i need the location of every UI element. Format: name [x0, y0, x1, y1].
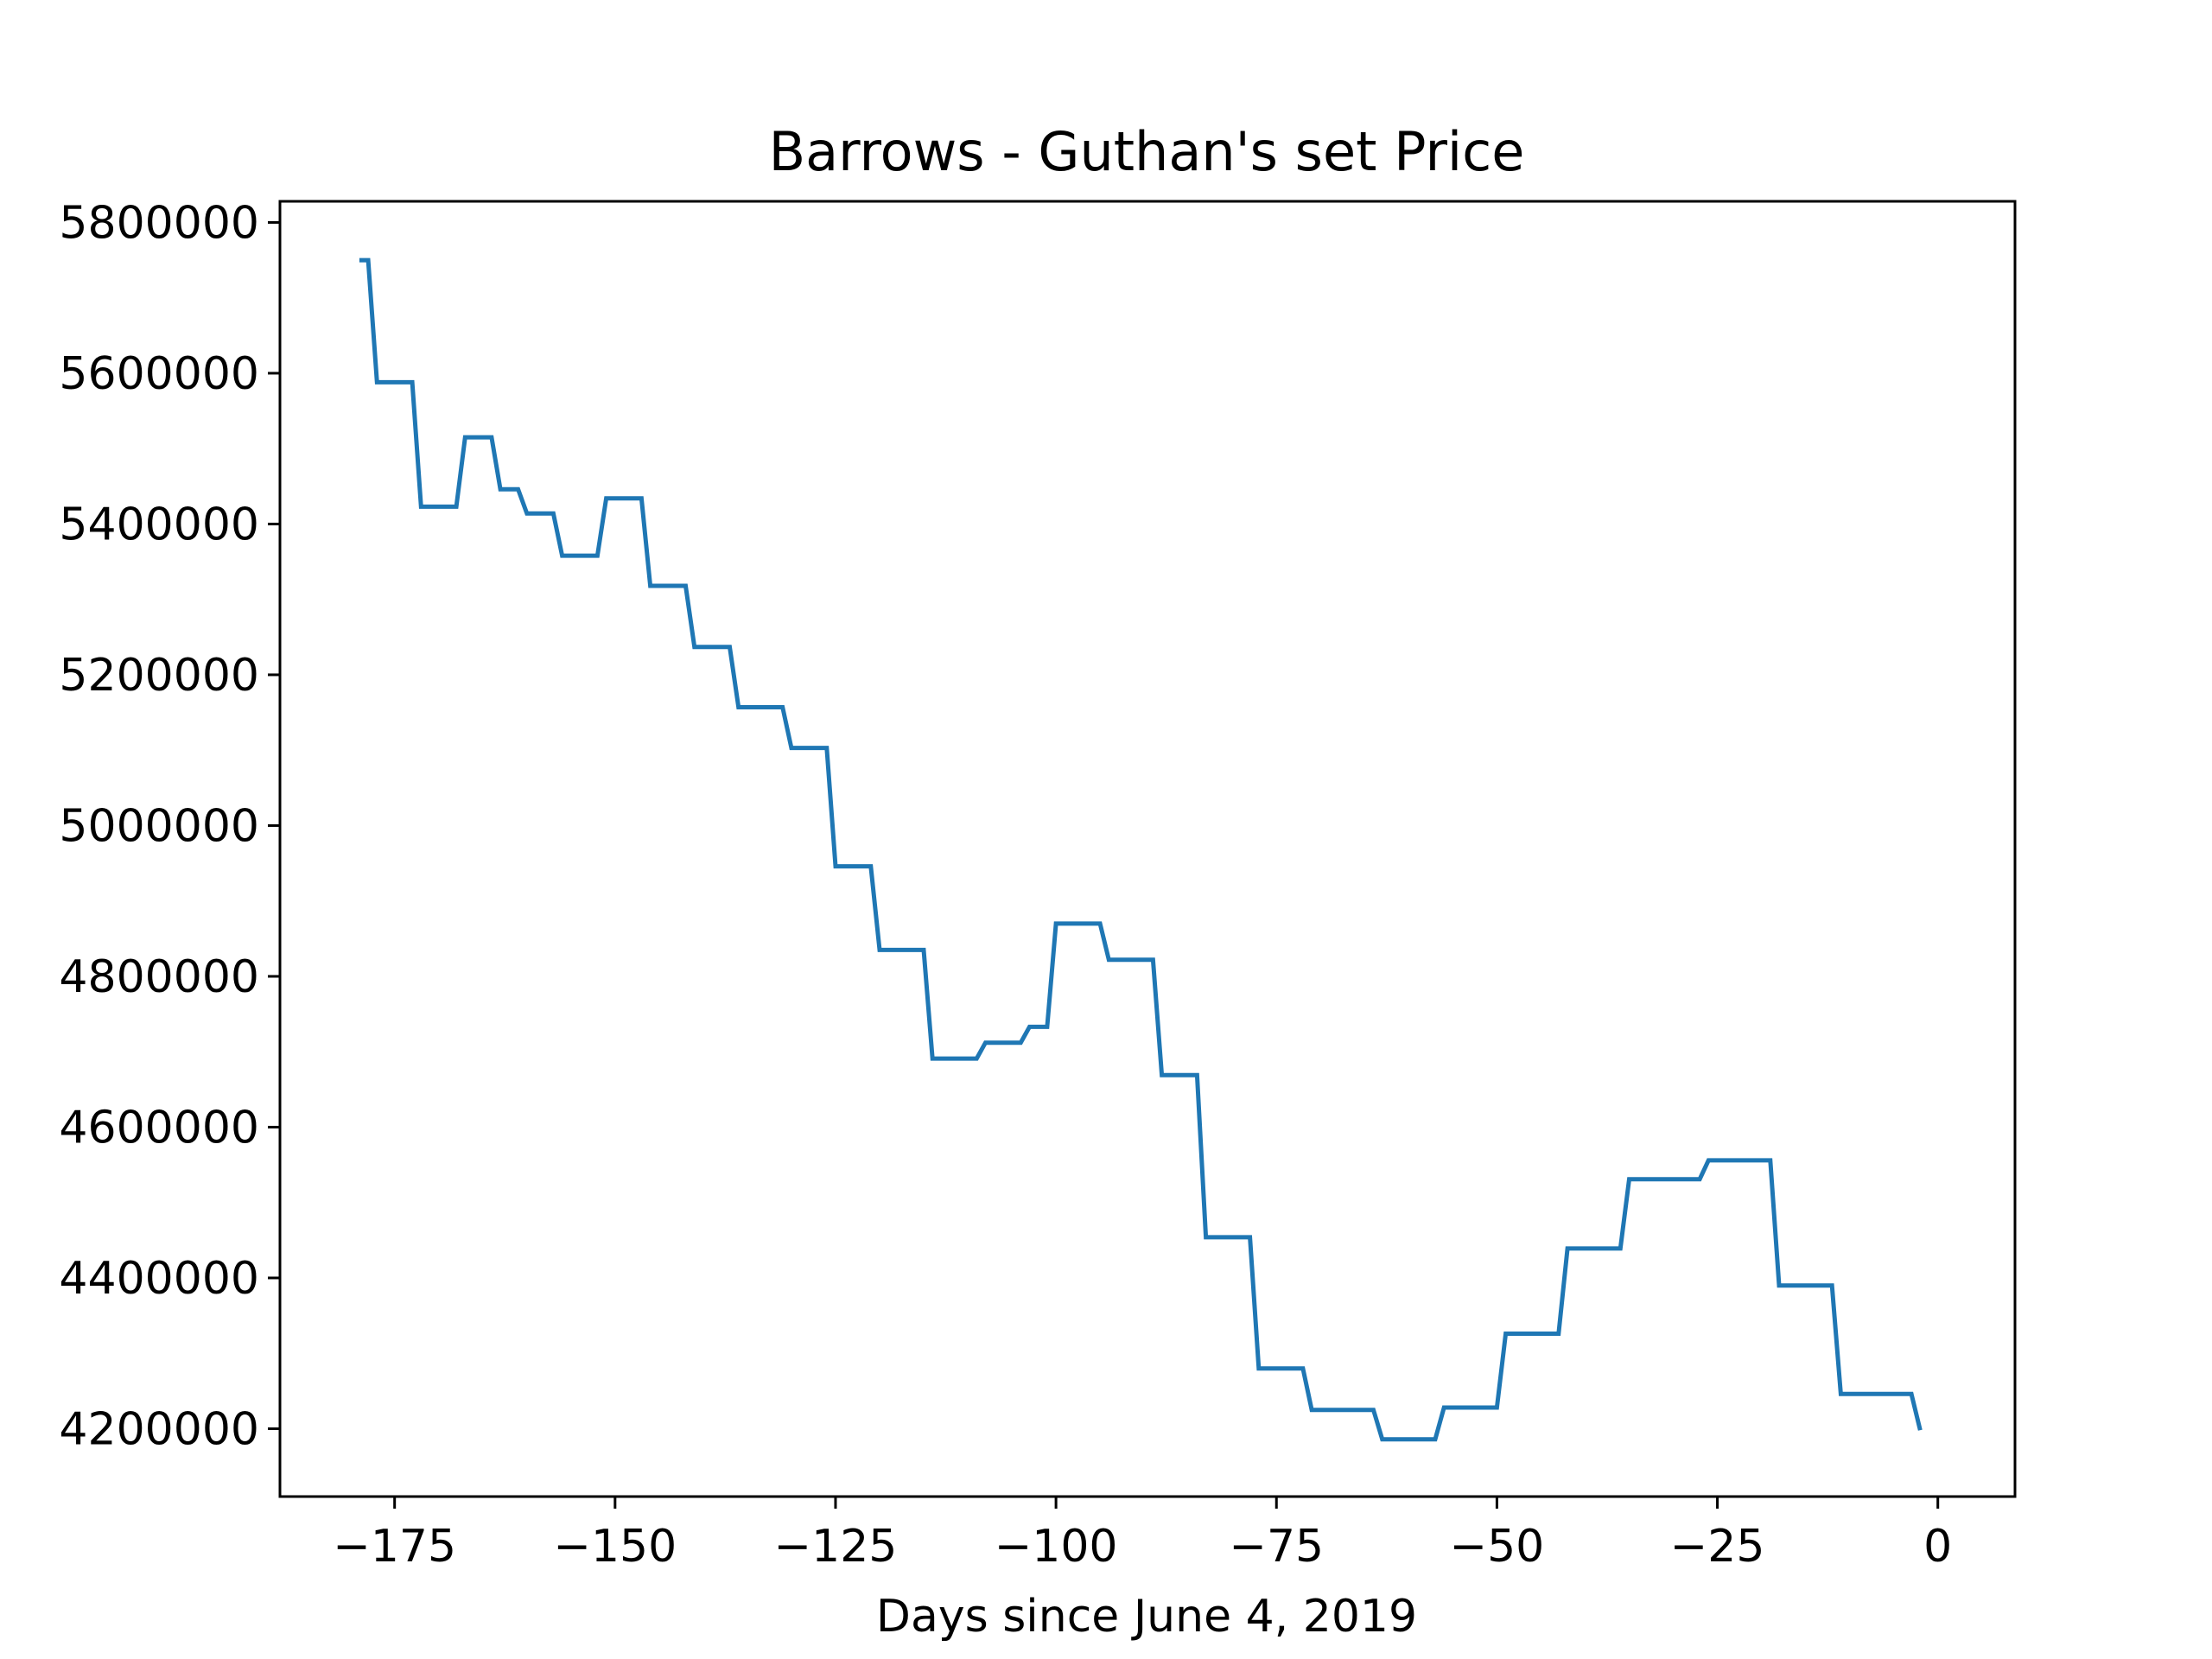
x-tick-label: −125 — [774, 1521, 898, 1573]
x-tick-label: −75 — [1229, 1521, 1324, 1573]
series-line — [359, 257, 1923, 1442]
y-axis: 4200000 4400000 4600000 4800000 5000000 52000… — [59, 197, 280, 1455]
x-tick-label: −175 — [333, 1521, 456, 1573]
y-tick-label: 5600000 — [59, 348, 259, 400]
y-tick-label: 5200000 — [59, 650, 259, 702]
y-tick-label: 5000000 — [59, 800, 259, 852]
y-tick-label: 5400000 — [59, 499, 259, 550]
y-tick-label: 4600000 — [59, 1102, 259, 1154]
x-tick-label: −100 — [995, 1521, 1118, 1573]
y-tick-label: 5800000 — [59, 197, 259, 249]
y-tick-label: 4200000 — [59, 1403, 259, 1455]
x-tick-label: −150 — [553, 1521, 677, 1573]
y-tick-label: 4400000 — [59, 1253, 259, 1305]
x-axis-label: Days since June 4, 2019 — [876, 1591, 1417, 1643]
x-tick-label: −25 — [1670, 1521, 1765, 1573]
chart-title: Barrows - Guthan's set Price — [769, 120, 1525, 183]
plot-area — [278, 200, 2017, 1498]
x-axis: −175 −150 −125 −100 −75 −50 −25 0 — [333, 1497, 1952, 1573]
y-tick-label: 4800000 — [59, 951, 259, 1003]
x-tick-label: 0 — [1923, 1521, 1952, 1573]
x-tick-label: −50 — [1450, 1521, 1545, 1573]
